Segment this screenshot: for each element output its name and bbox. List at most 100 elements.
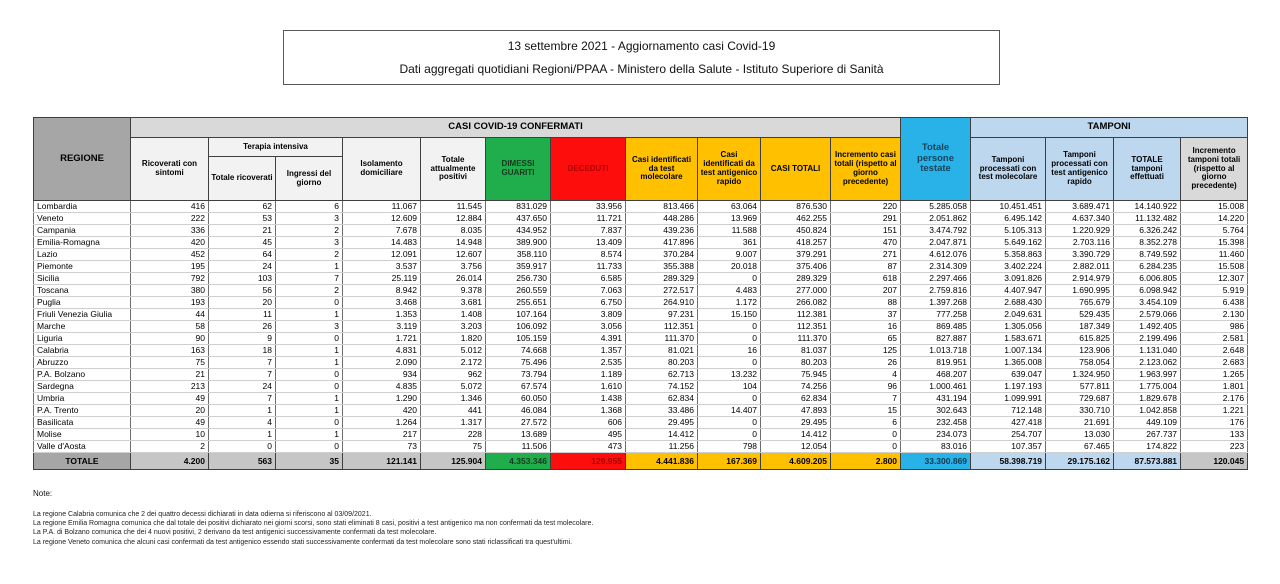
value-cell: 1 xyxy=(208,428,276,441)
table-row: Toscana 380 56 2 8.942 9.378 260.559 7.063 272.5… xyxy=(33,284,1249,297)
value-cell: 75 xyxy=(420,440,486,453)
value-cell: 2.581 xyxy=(1180,332,1249,345)
value-cell: 4.483 xyxy=(697,284,761,297)
value-cell: 80.203 xyxy=(760,356,831,369)
value-cell: 2.123.062 xyxy=(1113,356,1182,369)
report-title-date: 13 settembre 2021 - Aggiornamento casi C… xyxy=(507,39,776,54)
value-cell: 6.326.242 xyxy=(1113,224,1182,237)
value-cell: 712.148 xyxy=(970,404,1047,417)
value-cell: 12.884 xyxy=(420,212,486,225)
value-cell: 8.942 xyxy=(342,284,421,297)
col-header-totale-ricoverati: Totale ricoverati xyxy=(208,156,276,201)
value-cell: 217 xyxy=(342,428,421,441)
table-row: Campania 336 21 2 7.678 8.035 434.952 7.837 439.… xyxy=(33,224,1249,237)
value-cell: 563 xyxy=(208,452,276,470)
covid-data-table: REGIONE CASI COVID-19 CONFERMATI Totale … xyxy=(33,117,1249,470)
value-cell: 4 xyxy=(208,416,276,429)
value-cell: 5.358.863 xyxy=(970,248,1047,261)
value-cell: 7.678 xyxy=(342,224,421,237)
value-cell: 437.650 xyxy=(485,212,551,225)
value-cell: 29.495 xyxy=(625,416,698,429)
note-line: La regione Calabria comunica che 2 dei q… xyxy=(33,511,372,518)
value-cell: 90 xyxy=(130,332,209,345)
region-cell: Puglia xyxy=(33,296,131,309)
region-cell: Toscana xyxy=(33,284,131,297)
band-casi-confermati: CASI COVID-19 CONFERMATI xyxy=(129,117,902,138)
value-cell: 255.651 xyxy=(485,296,551,309)
value-cell: 12.054 xyxy=(760,440,831,453)
value-cell: 3.468 xyxy=(342,296,421,309)
value-cell: 272.517 xyxy=(625,284,698,297)
value-cell: 431.194 xyxy=(900,392,972,405)
value-cell: 14.948 xyxy=(420,236,486,249)
notes-list: La regione Calabria comunica che 2 dei q… xyxy=(33,510,1133,547)
value-cell: 111.370 xyxy=(625,332,698,345)
value-cell: 26.014 xyxy=(420,272,486,285)
value-cell: 63.064 xyxy=(697,200,761,213)
value-cell: 330.710 xyxy=(1045,404,1115,417)
table-row: Valle d'Aosta 2 0 0 73 75 11.506 473 11.256 798 12… xyxy=(33,440,1249,453)
region-cell: P.A. Bolzano xyxy=(33,368,131,381)
value-cell: 1.305.056 xyxy=(970,320,1047,333)
value-cell: 10.451.451 xyxy=(970,200,1047,213)
value-cell: 120.045 xyxy=(1180,452,1249,470)
value-cell: 187.349 xyxy=(1045,320,1115,333)
value-cell: 151 xyxy=(829,224,902,237)
value-cell: 2.314.309 xyxy=(900,260,972,273)
value-cell: 7.837 xyxy=(550,224,626,237)
value-cell: 11.460 xyxy=(1180,248,1249,261)
value-cell: 473 xyxy=(550,440,626,453)
value-cell: 176 xyxy=(1180,416,1249,429)
value-cell: 11.733 xyxy=(550,260,626,273)
value-cell: 266.082 xyxy=(760,296,831,309)
value-cell: 9.007 xyxy=(697,248,761,261)
value-cell: 1.131.040 xyxy=(1113,344,1182,357)
value-cell: 80.203 xyxy=(625,356,698,369)
value-cell: 213 xyxy=(130,380,209,393)
value-cell: 1 xyxy=(275,356,343,369)
value-cell: 97.231 xyxy=(625,308,698,321)
value-cell: 0 xyxy=(829,428,902,441)
value-cell: 3.056 xyxy=(550,320,626,333)
value-cell: 83.016 xyxy=(900,440,972,453)
value-cell: 12.609 xyxy=(342,212,421,225)
col-header-casi-molecolare: Casi identificati da test molecolare xyxy=(625,137,698,201)
value-cell: 1 xyxy=(275,344,343,357)
value-cell: 777.258 xyxy=(900,308,972,321)
value-cell: 88 xyxy=(829,296,902,309)
value-cell: 11.132.482 xyxy=(1113,212,1182,225)
value-cell: 7 xyxy=(208,368,276,381)
value-cell: 359.917 xyxy=(485,260,551,273)
value-cell: 1 xyxy=(275,308,343,321)
value-cell: 420 xyxy=(130,236,209,249)
value-cell: 228 xyxy=(420,428,486,441)
value-cell: 103 xyxy=(208,272,276,285)
table-row: Friuli Venezia Giulia 44 11 1 1.353 1.408 107.… xyxy=(33,308,1249,321)
region-cell: Umbria xyxy=(33,392,131,405)
value-cell: 0 xyxy=(697,392,761,405)
value-cell: 3 xyxy=(275,212,343,225)
value-cell: 125.904 xyxy=(420,452,486,470)
value-cell: 2.579.066 xyxy=(1113,308,1182,321)
value-cell: 798 xyxy=(697,440,761,453)
value-cell: 0 xyxy=(697,356,761,369)
value-cell: 26 xyxy=(208,320,276,333)
value-cell: 62.834 xyxy=(625,392,698,405)
value-cell: 4.353.346 xyxy=(485,452,551,470)
value-cell: 3.402.224 xyxy=(970,260,1047,273)
value-cell: 65 xyxy=(829,332,902,345)
value-cell: 1.000.461 xyxy=(900,380,972,393)
value-cell: 5.285.058 xyxy=(900,200,972,213)
col-header-deceduti: DECEDUTI xyxy=(550,137,626,201)
value-cell: 1.290 xyxy=(342,392,421,405)
value-cell: 449.109 xyxy=(1113,416,1182,429)
value-cell: 2.297.466 xyxy=(900,272,972,285)
value-cell: 35 xyxy=(275,452,343,470)
value-cell: 58 xyxy=(130,320,209,333)
value-cell: 0 xyxy=(275,332,343,345)
col-header-persone-testate: Totale persone testate xyxy=(900,117,972,201)
value-cell: 0 xyxy=(275,380,343,393)
value-cell: 105.159 xyxy=(485,332,551,345)
value-cell: 9.378 xyxy=(420,284,486,297)
value-cell: 16 xyxy=(697,344,761,357)
